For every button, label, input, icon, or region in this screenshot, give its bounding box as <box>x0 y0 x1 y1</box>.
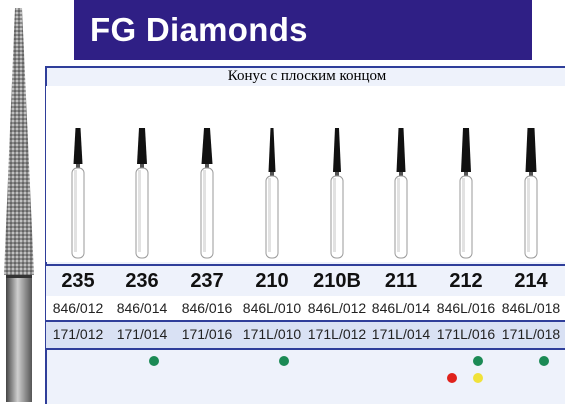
green-band-dot <box>279 356 289 366</box>
bur-icon <box>135 128 149 259</box>
item-code-a: 846L/014 <box>371 300 431 316</box>
item-code-b: 171/014 <box>116 326 168 342</box>
item-code-b: 171/012 <box>52 326 104 342</box>
header-banner: FG Diamonds <box>74 0 532 60</box>
item-code-b: 171L/010 <box>242 326 302 342</box>
item-number: 214 <box>514 270 548 292</box>
item-number: 212 <box>449 270 483 292</box>
bur-icon <box>71 128 85 259</box>
bur-display-area <box>46 86 565 262</box>
item-number: 210 <box>255 270 289 292</box>
item-number: 236 <box>125 270 159 292</box>
yellow-band-dot <box>473 373 483 383</box>
item-code-b: 171L/018 <box>501 326 561 342</box>
item-code-b: 171L/012 <box>307 326 367 342</box>
panel-subtitle: Конус с плоским концом <box>227 68 387 84</box>
green-band-dot <box>539 356 549 366</box>
code-row-a: 846/012 846/014 846/016 846L/010 846L/012 846… <box>46 296 565 320</box>
item-code-a: 846L/018 <box>501 300 561 316</box>
item-code-b: 171L/014 <box>371 326 431 342</box>
item-code-b: 171L/016 <box>436 326 496 342</box>
code-row-b: 171/012 171/014 171/016 171L/010 171L/012 171… <box>46 320 565 350</box>
bur-icon <box>330 128 344 259</box>
item-code-b: 171/016 <box>181 326 233 342</box>
item-number: 211 <box>384 270 418 292</box>
large-bur-illustration <box>4 8 34 402</box>
number-row: 235 236 237 210 210B 211 212 214 <box>46 264 565 298</box>
item-code-a: 846L/012 <box>307 300 367 316</box>
item-number: 235 <box>61 270 95 292</box>
item-number: 210B <box>313 270 361 292</box>
item-code-a: 846L/016 <box>436 300 496 316</box>
bur-icon <box>459 128 473 259</box>
red-band-dot <box>447 373 457 383</box>
item-code-a: 846/012 <box>52 300 104 316</box>
item-code-a: 846/014 <box>116 300 168 316</box>
page-title: FG Diamonds <box>90 11 308 48</box>
bur-icon <box>524 128 538 259</box>
green-band-dot <box>149 356 159 366</box>
item-code-a: 846L/010 <box>242 300 302 316</box>
bur-icon <box>394 128 408 259</box>
item-number: 237 <box>190 270 224 292</box>
green-band-dot <box>473 356 483 366</box>
bur-icon <box>200 128 214 259</box>
bur-icon <box>265 128 279 259</box>
item-code-a: 846/016 <box>181 300 233 316</box>
